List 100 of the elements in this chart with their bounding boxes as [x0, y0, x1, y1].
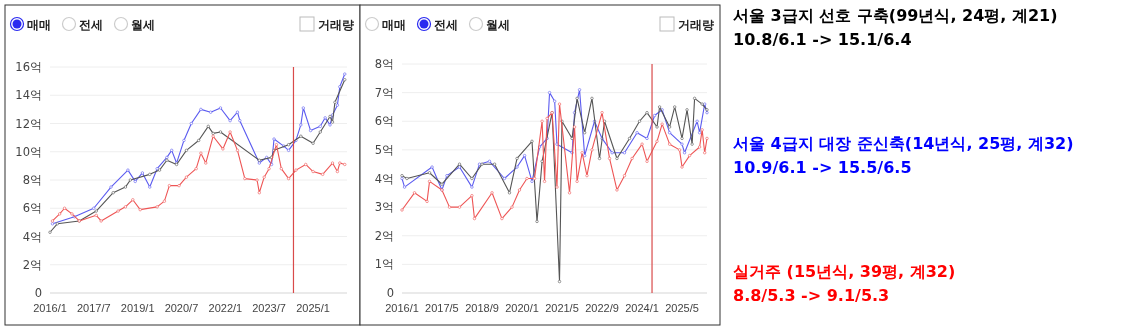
point	[487, 159, 492, 163]
point	[590, 96, 594, 100]
point	[597, 156, 602, 161]
text: 전세	[79, 17, 103, 32]
point	[548, 91, 552, 95]
text: 매매	[382, 17, 406, 32]
point	[206, 124, 210, 128]
point	[645, 136, 649, 140]
y-tick-label: 8억	[22, 173, 42, 188]
y-tick-label: 14억	[15, 88, 42, 103]
point	[279, 167, 283, 171]
point	[123, 205, 128, 209]
point	[668, 131, 672, 135]
point	[287, 148, 291, 152]
x-tick-label: 2020/1	[505, 302, 539, 314]
point	[131, 198, 135, 202]
point	[177, 184, 181, 188]
point	[535, 219, 539, 223]
point	[515, 156, 519, 161]
point	[238, 119, 242, 123]
point	[640, 142, 644, 146]
point	[615, 188, 619, 192]
point	[140, 171, 144, 175]
text: 10.9/6.1 -> 15.5/6.5	[732, 157, 913, 178]
point	[272, 137, 276, 141]
point	[116, 209, 120, 213]
point	[301, 106, 305, 110]
point	[235, 110, 240, 114]
point	[330, 161, 335, 165]
point	[690, 142, 694, 146]
point	[48, 230, 52, 234]
point	[570, 136, 574, 140]
point	[338, 161, 342, 165]
y-tick-label: 8억	[374, 57, 394, 72]
point	[221, 147, 225, 151]
y-tick-label: 10억	[15, 144, 42, 159]
x-tick-label: 2017/7	[76, 302, 111, 314]
point	[287, 143, 291, 147]
y-tick-label: 0	[34, 286, 42, 301]
point	[400, 208, 404, 212]
point	[457, 205, 462, 209]
point	[109, 185, 113, 189]
point	[155, 205, 159, 209]
point	[693, 96, 697, 100]
point	[668, 125, 672, 129]
point	[194, 167, 198, 171]
y-tick-label: 3억	[374, 200, 394, 215]
point	[472, 217, 477, 221]
y-tick-label: 4억	[22, 229, 42, 244]
point	[189, 121, 193, 126]
point	[170, 148, 174, 152]
point	[199, 107, 203, 111]
point	[167, 184, 171, 188]
point	[255, 178, 259, 182]
point	[695, 119, 699, 123]
point	[545, 116, 549, 120]
point	[660, 122, 664, 126]
point	[680, 165, 684, 169]
text: 10.8/6.1 -> 15.1/6.4	[732, 29, 913, 50]
point	[627, 136, 632, 140]
point	[126, 168, 130, 172]
y-tick-label: 0	[386, 286, 394, 301]
point	[309, 129, 313, 133]
point	[557, 102, 562, 106]
point	[199, 151, 203, 155]
point	[440, 182, 444, 186]
point	[335, 169, 339, 174]
point	[673, 105, 677, 109]
point	[590, 148, 594, 152]
point	[228, 119, 232, 123]
point	[500, 217, 504, 221]
point	[267, 167, 271, 171]
y-tick-label: 6억	[22, 201, 42, 216]
point	[447, 205, 452, 209]
point	[668, 142, 672, 146]
point	[578, 88, 582, 92]
point	[635, 131, 639, 135]
point	[184, 148, 188, 152]
point	[321, 172, 325, 176]
point	[274, 143, 278, 147]
point	[490, 191, 494, 195]
point	[703, 151, 707, 155]
point	[585, 174, 589, 178]
point	[615, 156, 619, 161]
point	[685, 108, 689, 112]
point	[304, 162, 308, 167]
point	[502, 176, 507, 181]
point	[323, 116, 327, 120]
point	[94, 213, 98, 217]
point	[162, 199, 166, 203]
point	[622, 174, 627, 178]
point	[228, 130, 232, 134]
x-tick-label: 2016/1	[385, 302, 419, 314]
point	[218, 130, 223, 134]
point	[182, 138, 186, 143]
y-tick-label: 2억	[374, 228, 394, 243]
x-tick-label: 2020/7	[164, 302, 199, 314]
y-tick-label: 1억	[374, 257, 394, 272]
point	[243, 177, 247, 181]
point	[543, 179, 547, 183]
